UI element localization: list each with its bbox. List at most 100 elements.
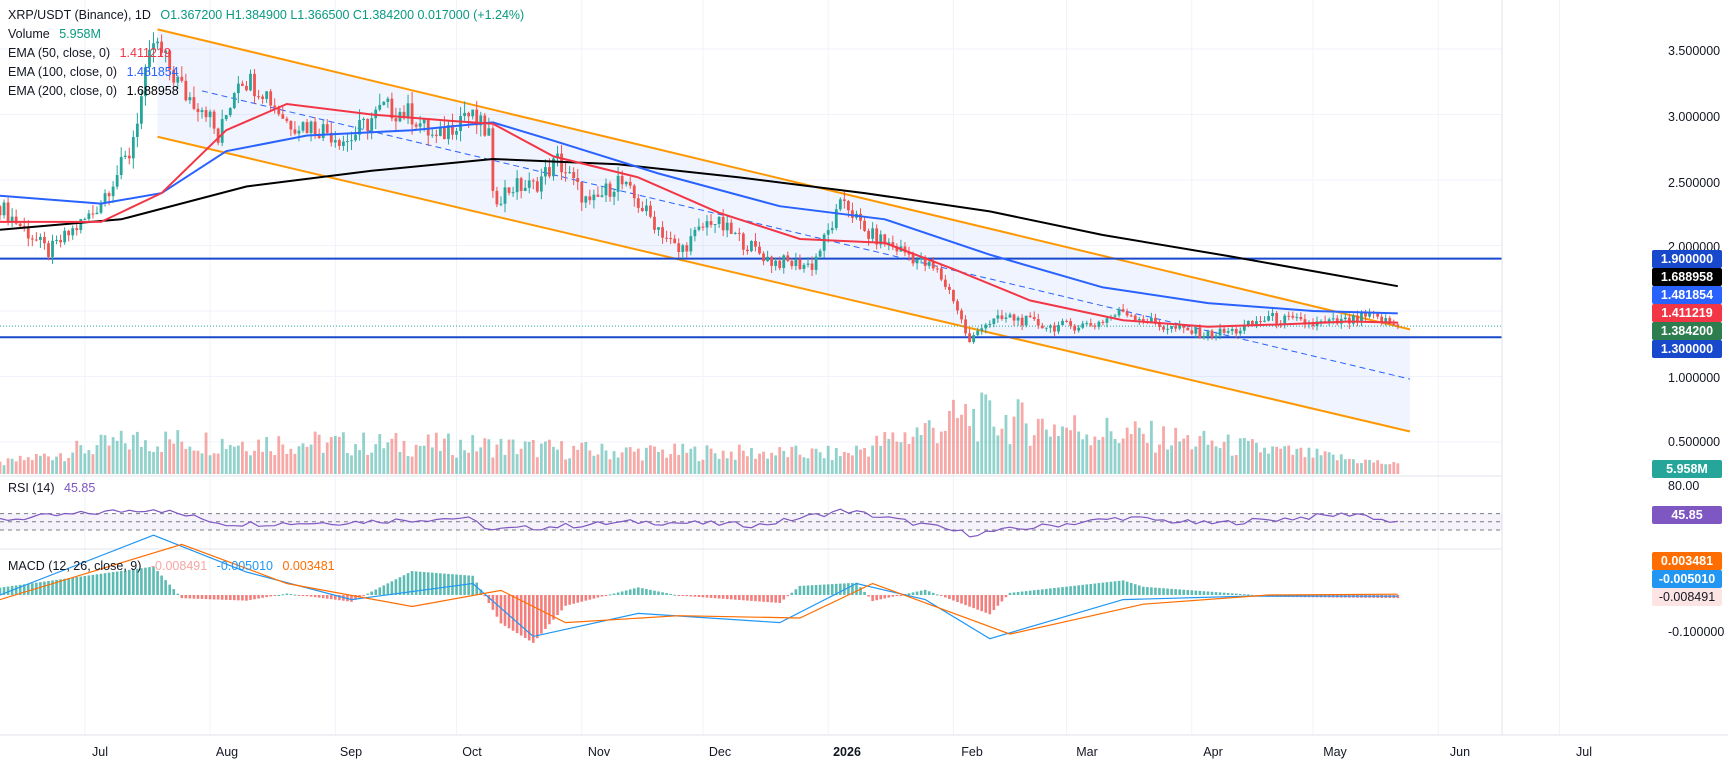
volume-bar	[822, 458, 826, 474]
macd-signal-line[interactable]	[0, 543, 1398, 635]
macd-hist-bar	[132, 569, 135, 595]
candle-body	[919, 256, 923, 260]
volume-bar	[544, 441, 547, 474]
volume-bar	[422, 445, 426, 474]
volume-bar	[406, 456, 410, 474]
macd-hist-bar	[600, 595, 604, 597]
macd-hist-bar	[103, 573, 107, 595]
candle-body	[972, 335, 976, 343]
candle-body	[257, 96, 260, 98]
volume-bar	[1166, 449, 1169, 474]
volume-bar	[907, 444, 911, 474]
candle-body	[1093, 325, 1097, 327]
rsi-line[interactable]	[0, 508, 1398, 538]
macd-hist-bar	[742, 595, 745, 601]
candle-body	[386, 98, 390, 102]
candle-body	[59, 239, 62, 243]
macd-hist-bar	[317, 595, 321, 598]
candle-body	[863, 220, 866, 231]
candle-body	[640, 207, 644, 212]
candle-body	[337, 140, 341, 146]
macd-line[interactable]	[0, 534, 1398, 640]
volume-bar	[693, 446, 697, 474]
ema50-legend-label[interactable]: EMA (50, close, 0)	[8, 46, 111, 60]
candle-body	[1352, 315, 1355, 324]
macd-hist-bar	[944, 595, 947, 598]
volume-bar	[144, 440, 147, 474]
macd-hist-bar	[1251, 594, 1254, 596]
macd-hist-bar	[329, 595, 333, 600]
macd-hist-bar	[693, 595, 697, 597]
candle-body	[277, 107, 281, 115]
level-1-3-pill[interactable]: 1.300000	[1652, 340, 1722, 358]
macd-hist-bar	[483, 595, 487, 597]
candle-body	[216, 128, 220, 143]
volume-bar	[1218, 448, 1222, 474]
volume-bar	[257, 439, 260, 474]
volume-bar	[1186, 435, 1190, 474]
chart-legend[interactable]: XRP/USDT (Binance), 1D O1.367200 H1.3849…	[8, 6, 524, 101]
macd-hist-bar	[1214, 592, 1218, 595]
ema100-line[interactable]	[0, 121, 1398, 315]
macd-hist-bar	[176, 593, 180, 595]
macd-legend[interactable]: MACD (12, 26, close, 9) -0.008491 -0.005…	[8, 557, 335, 576]
candle-body	[6, 202, 10, 222]
volume-bar	[1246, 440, 1250, 474]
macd-hist-bar	[435, 572, 438, 595]
volume-bar	[370, 452, 374, 474]
macd-hist-bar	[1150, 587, 1153, 595]
volume-bar	[636, 448, 640, 474]
candle-body	[935, 268, 939, 270]
ema200-line[interactable]	[0, 157, 1398, 288]
candle-body	[770, 256, 774, 266]
candle-body	[1024, 315, 1028, 326]
symbol-title[interactable]: XRP/USDT (Binance), 1D	[8, 8, 151, 22]
volume-bar	[503, 454, 507, 474]
volume-bar	[750, 447, 753, 474]
ema100-legend-label[interactable]: EMA (100, close, 0)	[8, 65, 118, 79]
macd-hist-bar	[1020, 591, 1024, 595]
channel-lower-line[interactable]	[157, 135, 1411, 433]
volume-legend-label[interactable]: Volume	[8, 27, 50, 41]
macd-hist-bar	[406, 573, 410, 595]
macd-hist-bar	[277, 595, 281, 596]
volume-bar	[95, 445, 99, 474]
ema50-line[interactable]	[0, 102, 1398, 328]
volume-bar	[1356, 463, 1359, 474]
candle-body	[1032, 316, 1036, 320]
macd-hist-bar	[495, 595, 499, 617]
macd-hist-bar	[451, 574, 454, 595]
candle-body	[548, 167, 551, 177]
macd-legend-label[interactable]: MACD (12, 26, close, 9)	[8, 559, 142, 573]
macd-hist-bar	[531, 595, 535, 643]
channel-midline[interactable]	[201, 90, 1411, 380]
volume-bar	[1097, 439, 1101, 474]
candle-body	[2, 202, 6, 216]
macd-hist-bar	[762, 595, 765, 602]
macd-hist-bar	[1396, 595, 1400, 599]
ema200-legend-label[interactable]: EMA (200, close, 0)	[8, 84, 118, 98]
level-1-9-pill[interactable]: 1.900000	[1652, 250, 1722, 268]
candle-body	[1170, 326, 1173, 329]
candle-body	[1000, 315, 1004, 319]
rsi-legend[interactable]: RSI (14) 45.85	[8, 479, 95, 498]
volume-bar	[847, 452, 850, 474]
candle-body	[297, 130, 301, 134]
volume-bar	[996, 435, 1000, 474]
volume-bar	[984, 394, 988, 474]
rsi-legend-label[interactable]: RSI (14)	[8, 481, 55, 495]
volume-bar	[414, 444, 418, 474]
macd-hist-bar	[79, 576, 83, 595]
volume-bar	[1380, 463, 1384, 474]
candle-body	[568, 172, 572, 174]
macd-hist-bar	[1061, 587, 1064, 595]
candle-body	[968, 333, 971, 343]
volume-bar	[1335, 460, 1339, 474]
macd-hist-bar	[523, 595, 527, 638]
volume-bar	[289, 448, 293, 474]
time-tick: Nov	[587, 745, 611, 759]
volume-bar	[1049, 436, 1052, 474]
candle-body	[960, 310, 963, 320]
channel-upper-line[interactable]	[157, 28, 1411, 331]
